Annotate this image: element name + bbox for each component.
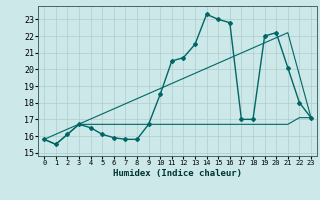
- X-axis label: Humidex (Indice chaleur): Humidex (Indice chaleur): [113, 169, 242, 178]
